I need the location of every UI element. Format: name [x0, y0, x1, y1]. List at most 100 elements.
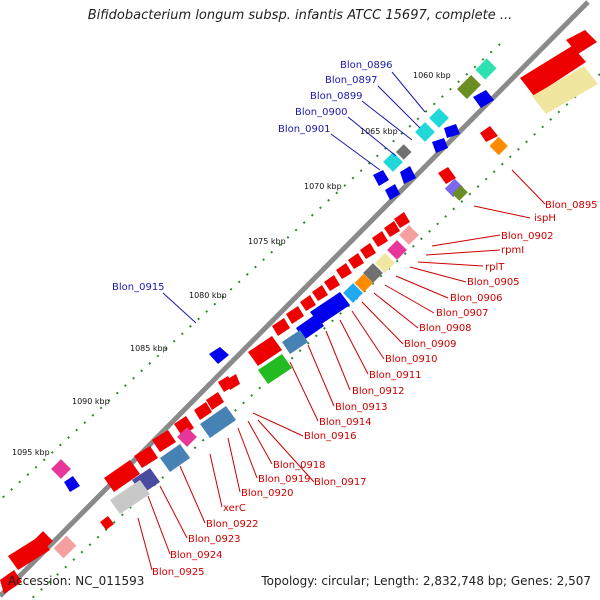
gene-arrow	[209, 347, 229, 364]
inner-gene-callout	[237, 427, 258, 479]
gene-arrow	[336, 263, 352, 279]
inner-gene-label[interactable]: Blon_0920	[241, 488, 294, 499]
inner-gene-label[interactable]: Blon_0914	[319, 417, 372, 428]
map-title: Bifidobacterium longum subsp. infantis A…	[87, 8, 513, 23]
inner-gene-label[interactable]: Blon_0917	[314, 477, 367, 488]
gene-arrow	[480, 126, 498, 142]
gene-arrow	[248, 336, 282, 366]
inner-gene-label[interactable]: Blon_0902	[501, 231, 554, 242]
inner-gene-label[interactable]: Blon_0908	[419, 323, 472, 334]
inner-gene-label[interactable]: Blon_0905	[467, 277, 520, 288]
gene-arrow	[438, 167, 456, 184]
inner-gene-label[interactable]: Blon_0913	[335, 402, 388, 413]
gene-arrow	[520, 46, 586, 96]
gene-block	[375, 253, 395, 273]
gene-arrow	[373, 170, 389, 186]
gene-arrow	[360, 243, 376, 259]
inner-gene-callout	[425, 249, 501, 256]
inner-gene-label[interactable]: ispH	[534, 213, 556, 224]
kbp-tick-label: 1080 kbp	[189, 291, 227, 300]
outer-gene-label[interactable]: Blon_0897	[325, 75, 378, 86]
gene-arrow	[372, 231, 388, 247]
gene-block	[415, 122, 435, 142]
gene-block	[354, 273, 373, 293]
inner-gene-label[interactable]: Blon_0912	[352, 386, 405, 397]
kbp-tick-label: 1070 kbp	[304, 182, 342, 191]
inner-gene-callout	[179, 465, 206, 524]
gene-block	[51, 459, 71, 479]
inner-gene-callout	[409, 266, 467, 283]
gene-arrow	[312, 285, 328, 301]
gene-block	[456, 74, 482, 100]
inner-gene-label[interactable]: Blon_0909	[404, 339, 457, 350]
gene-block	[399, 225, 419, 245]
gene-block	[363, 263, 383, 283]
inner-gene-label[interactable]: Blon_0907	[436, 308, 489, 319]
gene-block	[429, 108, 449, 128]
inner-genes	[0, 30, 598, 594]
outer-gene-label[interactable]: Blon_0896	[340, 60, 393, 71]
inner-gene-label[interactable]: Blon_0916	[304, 431, 357, 442]
gene-arrow	[64, 476, 80, 492]
gene-block	[383, 152, 403, 172]
gene-block	[177, 427, 197, 447]
inner-gene-label[interactable]: Blon_0911	[369, 370, 422, 381]
inner-gene-label[interactable]: Blon_0924	[170, 550, 223, 561]
gene-arrow	[296, 314, 324, 340]
kbp-tick-label: 1060 kbp	[413, 71, 451, 80]
inner-gene-label[interactable]: Blon_0895	[545, 200, 598, 211]
gene-labels: Blon_0896 Blon_0897 Blon_0899 Blon_0900 Blon…	[112, 60, 598, 578]
inner-gene-label[interactable]: Blon_0922	[206, 519, 259, 530]
gene-arrow	[110, 480, 150, 514]
outer-tick-ring	[0, 43, 501, 501]
inner-gene-callout	[511, 169, 546, 205]
gene-arrow	[385, 184, 400, 200]
gene-block	[475, 58, 497, 80]
inner-gene-label[interactable]: Blon_0906	[450, 293, 503, 304]
gene-arrow	[300, 295, 316, 311]
gene-arrow	[400, 166, 416, 184]
gene-block	[387, 240, 407, 260]
genome-backbone-inner	[13, 13, 591, 600]
inner-gene-callout	[361, 301, 404, 345]
outer-gene-label[interactable]: Blon_0899	[310, 91, 363, 102]
gene-arrow	[160, 444, 190, 472]
gene-block	[489, 136, 508, 156]
inner-gene-callout	[417, 261, 484, 267]
gene-arrow	[272, 318, 290, 336]
gene-arrow	[152, 430, 176, 452]
inner-gene-label[interactable]: rplT	[485, 262, 505, 273]
gene-arrow	[286, 306, 304, 324]
gene-arrow	[104, 460, 140, 492]
gene-arrow	[100, 516, 114, 530]
kbp-tick-label: 1065 kbp	[360, 127, 398, 136]
gene-arrow	[206, 392, 224, 410]
outer-gene-label[interactable]: Blon_0900	[295, 107, 348, 118]
outer-gene-callout	[361, 100, 413, 141]
gene-arrow	[282, 330, 308, 354]
inner-gene-label[interactable]: Blon_0919	[258, 474, 311, 485]
inner-gene-callout	[325, 330, 351, 391]
outer-gene-callout	[347, 116, 397, 157]
gene-arrow	[0, 570, 22, 594]
inner-gene-callout	[227, 437, 241, 493]
gene-arrow	[432, 138, 448, 153]
inner-gene-label[interactable]: Blon_0925	[152, 567, 205, 578]
gene-arrow	[324, 275, 340, 291]
gene-arrow	[194, 402, 212, 420]
outer-gene-label[interactable]: Blon_0901	[278, 124, 331, 135]
outer-gene-label[interactable]: Blon_0915	[112, 282, 165, 293]
inner-gene-label[interactable]: Blon_0923	[188, 534, 241, 545]
kbp-ticks: 1060 kbp 1065 kbp 1070 kbp 1075 kbp 1080 kbp…	[12, 71, 451, 457]
inner-gene-label[interactable]: xerC	[223, 503, 246, 514]
inner-gene-callout	[257, 419, 315, 483]
inner-gene-callout	[159, 485, 188, 539]
gene-block	[444, 178, 464, 198]
gene-block	[452, 185, 468, 201]
inner-gene-label[interactable]: rpmI	[501, 245, 524, 256]
kbp-tick-label: 1095 kbp	[12, 448, 50, 457]
inner-gene-label[interactable]: Blon_0910	[385, 354, 438, 365]
inner-gene-callout	[307, 344, 335, 407]
gene-arrow	[200, 406, 236, 438]
